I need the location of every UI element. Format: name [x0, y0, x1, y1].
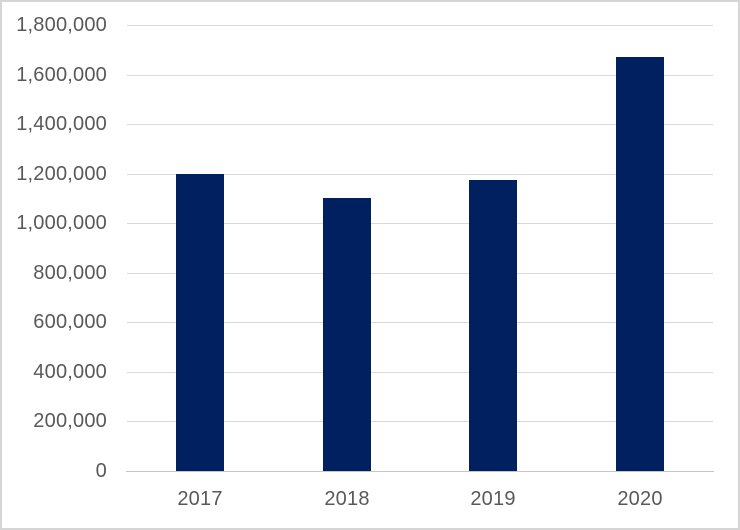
y-tick-label: 200,000	[33, 410, 107, 433]
gridline	[127, 322, 713, 323]
y-tick-label: 400,000	[33, 360, 107, 383]
y-tick-label: 1,200,000	[16, 162, 107, 185]
plot-area	[126, 25, 714, 472]
bar-2019	[469, 180, 517, 471]
x-axis-line	[126, 471, 714, 472]
bar-2018	[323, 198, 371, 471]
gridline	[127, 273, 713, 274]
gridline	[127, 124, 713, 125]
y-tick-label: 1,600,000	[16, 63, 107, 86]
gridline	[127, 372, 713, 373]
gridline	[127, 223, 713, 224]
gridline	[127, 25, 713, 26]
y-tick-label: 0	[95, 460, 107, 482]
bar-2020	[616, 57, 664, 471]
x-tick-label-2017: 2017	[177, 488, 223, 510]
gridline	[127, 421, 713, 422]
x-tick-label-2018: 2018	[324, 488, 370, 510]
bar-2017	[176, 174, 224, 471]
x-tick-label-2020: 2020	[617, 488, 663, 510]
y-tick-label: 1,800,000	[16, 14, 107, 36]
y-tick-label: 600,000	[33, 311, 107, 334]
gridline	[127, 174, 713, 175]
gridline	[127, 75, 713, 76]
x-tick-label-2019: 2019	[470, 488, 516, 510]
y-tick-label: 1,000,000	[16, 212, 107, 235]
y-tick-label: 800,000	[33, 261, 107, 284]
y-tick-label: 1,400,000	[16, 113, 107, 136]
